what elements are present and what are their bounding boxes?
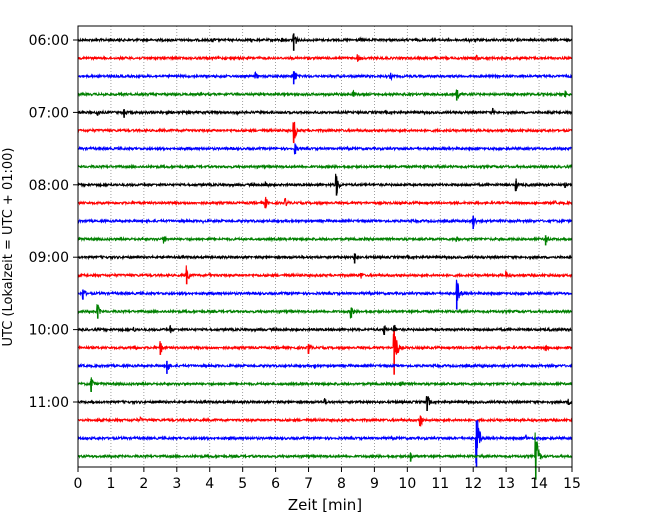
x-tick-label: 8 — [337, 476, 346, 492]
trace-line — [78, 197, 572, 208]
trace-0845 — [78, 235, 572, 245]
trace-line — [78, 265, 572, 281]
trace-line — [78, 396, 572, 409]
trace-0915 — [78, 265, 572, 284]
x-axis-ticks: 0 1 2 3 4 5 6 7 8 9 10 11 12 13 14 15 — [74, 467, 581, 492]
x-tick-label: 10 — [398, 476, 416, 492]
y-tick-label: 10:00 — [29, 323, 69, 339]
trace-line — [78, 90, 572, 101]
x-tick-label: 12 — [464, 476, 482, 492]
trace-line — [78, 165, 572, 168]
trace-1115 — [78, 416, 572, 426]
y-tick-label: 09:00 — [29, 250, 69, 266]
trace-0900 — [78, 253, 572, 263]
x-tick-label: 15 — [563, 476, 581, 492]
trace-line — [78, 254, 572, 260]
trace-0600 — [78, 33, 572, 50]
y-tick-label: 08:00 — [29, 178, 69, 194]
trace-0700 — [78, 108, 572, 117]
trace-0745 — [78, 165, 572, 168]
trace-line — [78, 174, 572, 194]
trace-line — [78, 416, 572, 426]
y-tick-label: 06:00 — [29, 33, 69, 49]
trace-0645 — [78, 90, 572, 101]
x-axis-label: Zeit [min] — [288, 496, 362, 514]
x-tick-label: 13 — [497, 476, 515, 492]
x-tick-label: 14 — [530, 476, 548, 492]
x-tick-label: 5 — [238, 476, 247, 492]
x-tick-label: 4 — [205, 476, 214, 492]
trace-line — [78, 305, 572, 319]
trace-0630 — [78, 71, 572, 84]
trace-0830 — [78, 216, 572, 229]
trace-0615 — [78, 54, 572, 62]
trace-line — [78, 54, 572, 62]
x-tick-label: 3 — [172, 476, 181, 492]
trace-0800 — [78, 174, 572, 196]
x-tick-label: 0 — [74, 476, 83, 492]
x-tick-label: 6 — [271, 476, 280, 492]
trace-line — [78, 333, 572, 354]
trace-line — [78, 377, 572, 391]
trace-0930 — [78, 280, 572, 310]
trace-0945 — [78, 305, 572, 319]
x-tick-label: 11 — [431, 476, 449, 492]
trace-1100 — [78, 396, 572, 411]
trace-1000 — [78, 325, 572, 336]
trace-line — [78, 216, 572, 227]
trace-1030 — [78, 361, 572, 374]
trace-line — [78, 143, 572, 154]
x-tick-label: 9 — [370, 476, 379, 492]
trace-line — [78, 325, 572, 335]
seismic-traces — [78, 33, 572, 479]
x-tick-label: 1 — [106, 476, 115, 492]
trace-1045 — [78, 377, 572, 392]
trace-line — [78, 108, 572, 116]
trace-line — [78, 122, 572, 142]
trace-0815 — [78, 197, 572, 208]
trace-1145 — [78, 433, 572, 480]
trace-line — [78, 35, 572, 44]
y-axis-ticks: 06:00 07:00 08:00 09:00 10:00 11:00 — [29, 33, 78, 411]
x-tick-label: 2 — [139, 476, 148, 492]
x-tick-label: 7 — [304, 476, 313, 492]
trace-line — [78, 71, 572, 79]
trace-line — [78, 280, 572, 301]
trace-0730 — [78, 143, 572, 154]
y-tick-label: 11:00 — [29, 395, 69, 411]
trace-line — [78, 237, 572, 244]
y-tick-label: 07:00 — [29, 105, 69, 121]
trace-1130 — [78, 420, 572, 467]
trace-line — [78, 364, 572, 370]
y-axis-label: UTC (Lokalzeit = UTC + 01:00) — [1, 148, 16, 347]
trace-1015 — [78, 331, 572, 375]
trace-0715 — [78, 122, 572, 143]
